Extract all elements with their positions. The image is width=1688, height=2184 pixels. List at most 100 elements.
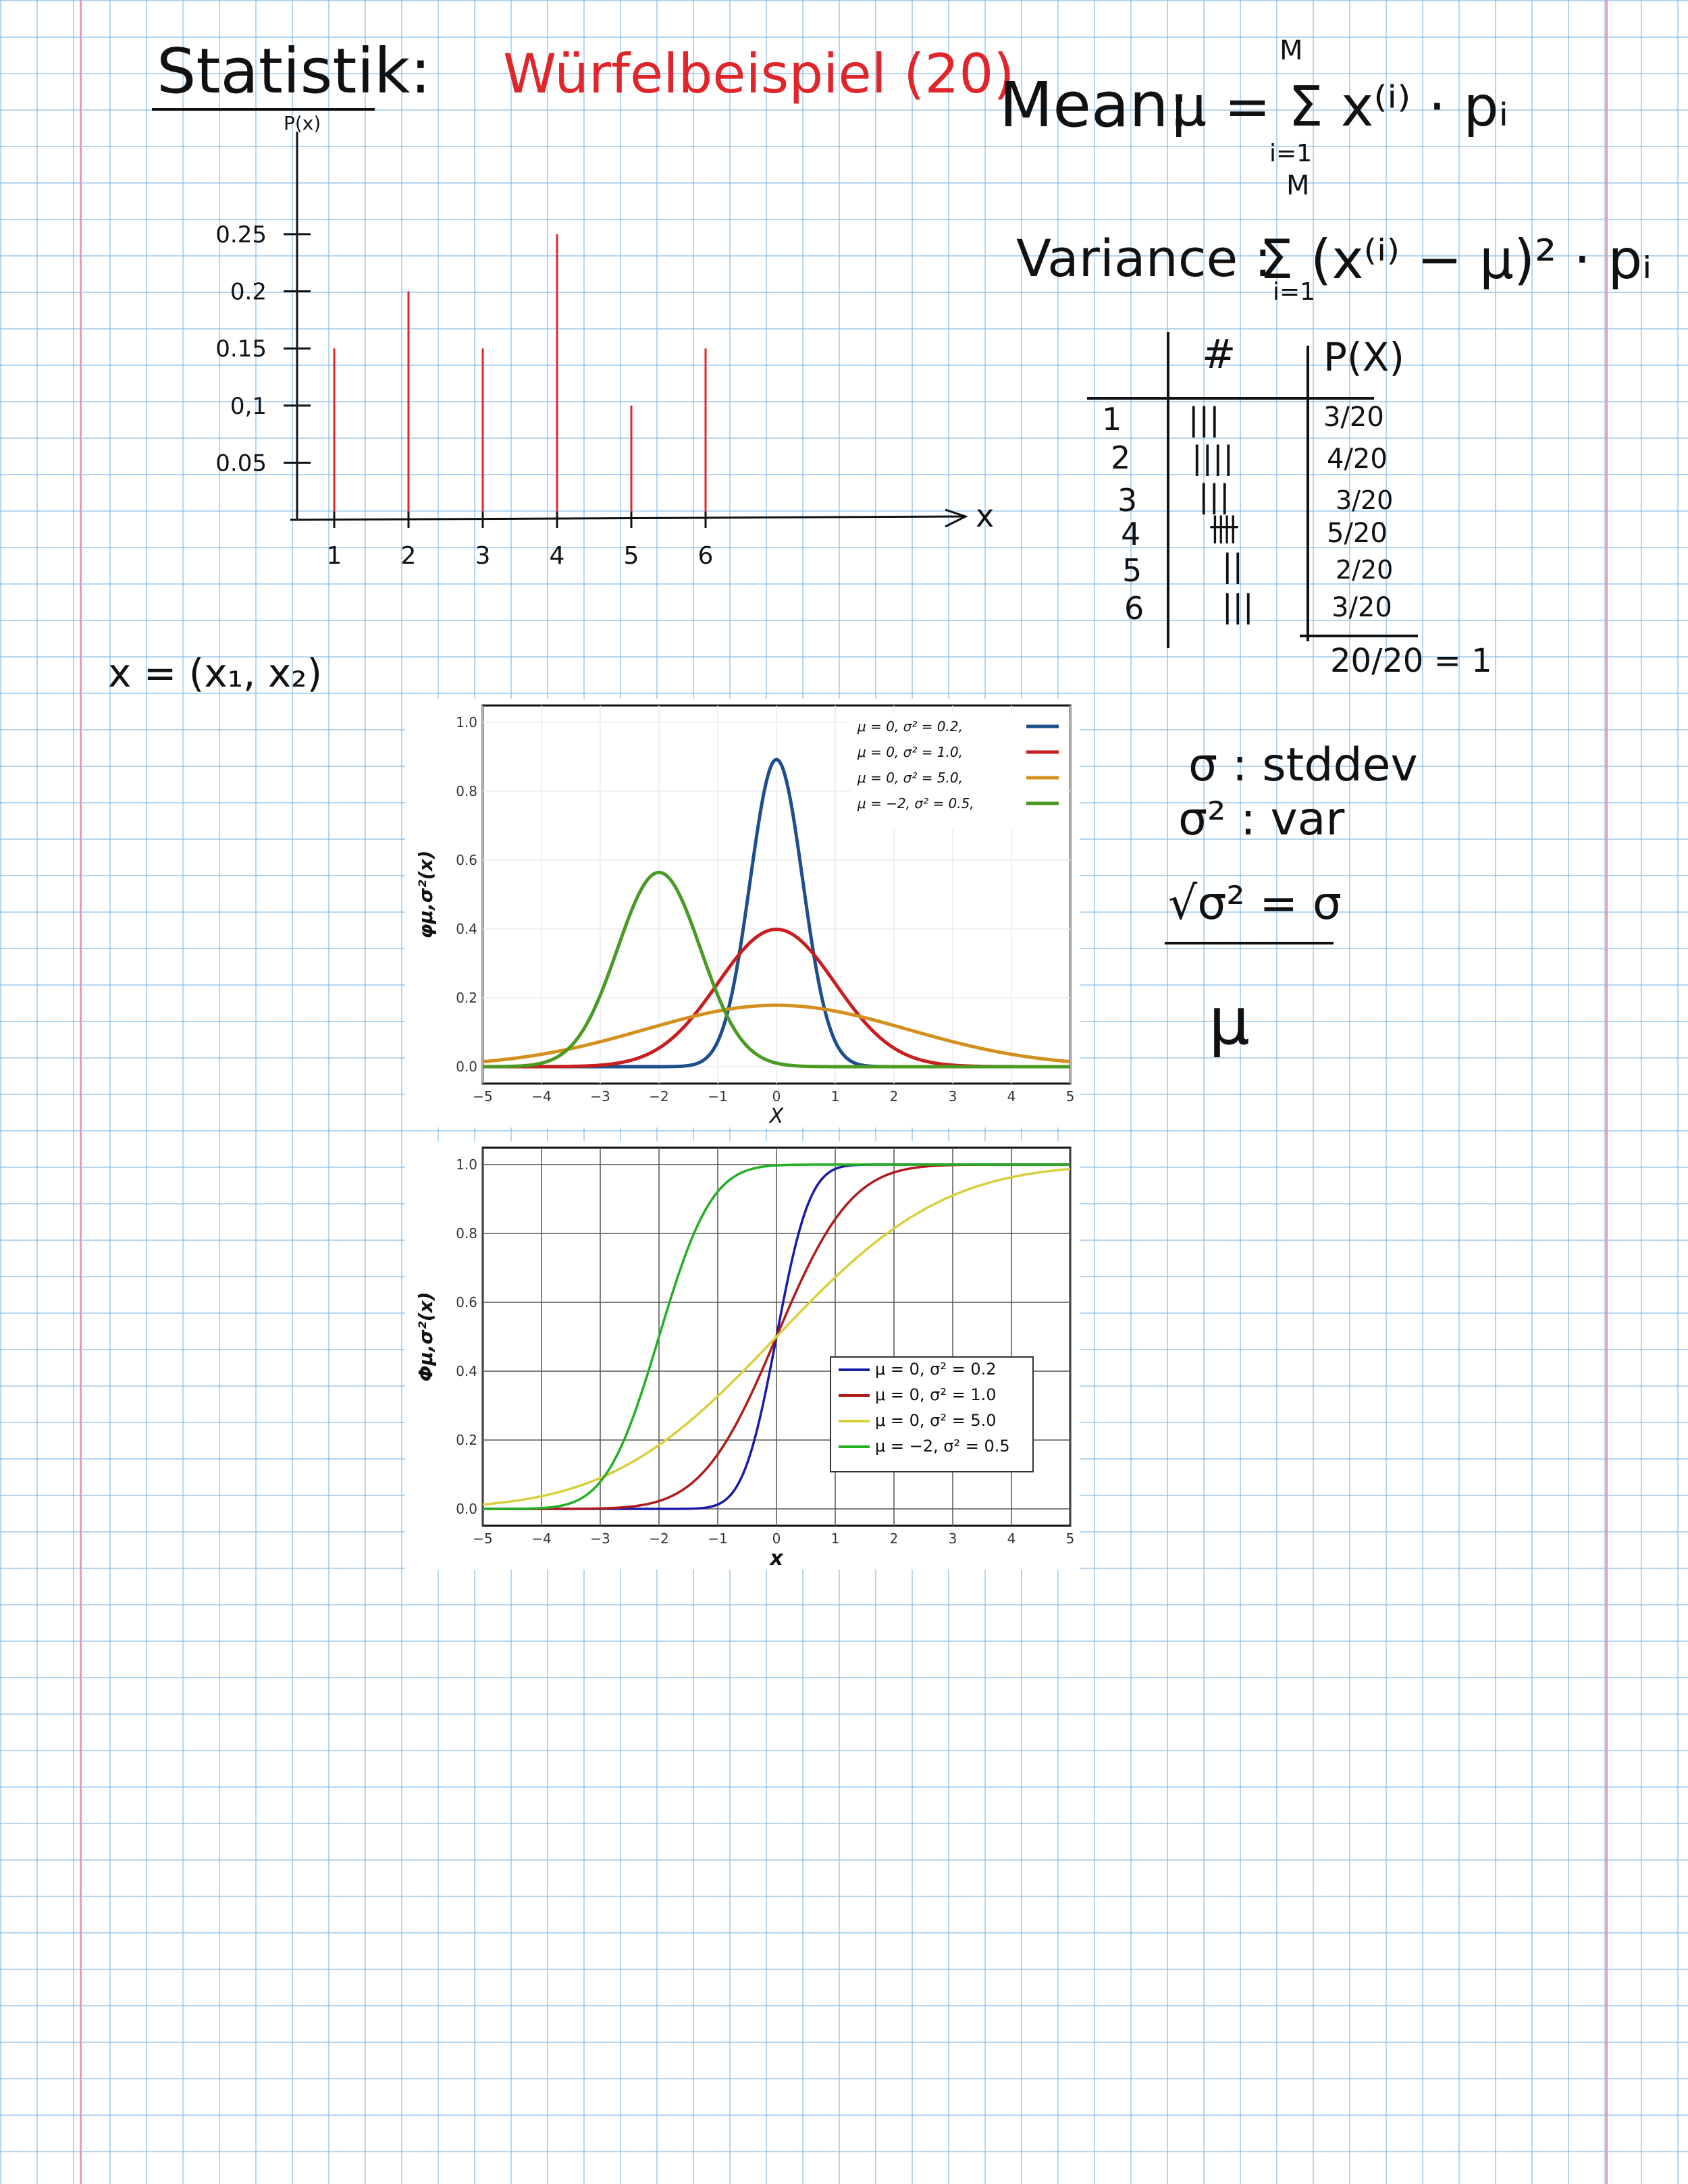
x-tick-label: −4: [531, 1530, 551, 1547]
y-tick-label: 0.6: [456, 852, 477, 868]
y-tick-label: 0.2: [456, 1432, 477, 1448]
x-tick-label: 1: [831, 1530, 840, 1547]
table-row-p: 4/20: [1327, 444, 1388, 475]
variance-label: Variance :: [1016, 228, 1272, 288]
sigma-definition: σ : stddev: [1188, 739, 1418, 792]
table-row-tally: |||: [1188, 401, 1220, 437]
legend-box: [850, 713, 1067, 829]
table-row-tally: |||: [1198, 478, 1230, 514]
y-tick-label: 0.8: [456, 783, 477, 799]
table-row-tally: |||: [1222, 588, 1254, 624]
x-tick-label: −2: [649, 1088, 668, 1104]
x-tick-label: 1: [327, 542, 342, 570]
y-tick-label: 0,1: [230, 393, 267, 420]
table-row-x: 3: [1117, 482, 1138, 518]
legend-label: μ = 0, σ² = 0.2: [875, 1360, 997, 1379]
y-tick-label: 0.2: [230, 279, 267, 306]
table-row-p: 2/20: [1336, 555, 1394, 585]
y-tick-label: 0.4: [456, 921, 477, 937]
legend-box: [830, 1356, 1034, 1472]
left-margin-line: [80, 0, 82, 2184]
y-tick-label: 1.0: [456, 1156, 477, 1173]
table-vline-1: [1167, 332, 1169, 648]
table-hline: [1087, 397, 1374, 400]
legend-label: μ = 0, σ² = 5.0,: [857, 770, 963, 786]
y-tick-label: 0.2: [456, 990, 477, 1006]
x-tick-label: −1: [708, 1530, 727, 1547]
variance-sum-upper: M: [1286, 170, 1310, 201]
x-axis-label: X: [768, 1104, 785, 1127]
x-axis: [290, 515, 966, 521]
mean-sum-lower: i=1: [1269, 140, 1313, 167]
sigma2-definition: σ² : var: [1178, 793, 1345, 846]
table-row-tally: 卌: [1209, 512, 1240, 548]
legend-label: μ = −2, σ² = 0.5: [875, 1437, 1010, 1456]
x-tick-label: 3: [949, 1530, 957, 1547]
x-tick-label: −2: [649, 1530, 668, 1547]
table-row-p: 3/20: [1331, 592, 1392, 623]
y-tick-label: 0.0: [456, 1059, 477, 1075]
legend-label: μ = 0, σ² = 0.2,: [857, 718, 963, 735]
sqrt-rule-underline: [1165, 942, 1334, 944]
x-tick-label: 6: [698, 542, 714, 570]
title-underline: [152, 108, 375, 111]
table-row-p: 3/20: [1336, 485, 1394, 515]
die-probability-chart: x P(x) 0.05 0,1 0.15 0.2 0.25 1 2 3 4 5 6: [215, 115, 994, 570]
x-tick-label: 1: [831, 1088, 840, 1104]
legend-label: μ = 0, σ² = 1.0: [875, 1385, 997, 1404]
notes-title: Statistik:: [157, 35, 431, 107]
example-title: Würfelbeispiel (20): [503, 43, 1015, 105]
table-row-x: 5: [1122, 552, 1142, 589]
y-tick-label: 0.15: [215, 336, 267, 363]
y-tick-label: 0.4: [456, 1363, 477, 1379]
y-tick-label: 0.8: [456, 1225, 477, 1242]
series-line: [483, 1163, 1070, 1510]
mean-label: Mean:: [999, 69, 1190, 141]
table-row-x: 1: [1102, 401, 1122, 437]
y-tick-label: 0.25: [215, 221, 267, 248]
table-total: 20/20 = 1: [1330, 642, 1492, 680]
legend-label: μ = 0, σ² = 5.0: [875, 1411, 997, 1430]
x-tick-label: 4: [1007, 1530, 1016, 1547]
series-line: [483, 870, 1070, 1069]
y-axis-label: P(x): [284, 115, 321, 134]
x-tick-label: 3: [949, 1088, 957, 1104]
x-tick-label: 4: [1007, 1088, 1016, 1104]
x-tick-label: 5: [1066, 1530, 1075, 1547]
table-row-x: 4: [1121, 516, 1141, 552]
table-header-count: #: [1202, 331, 1236, 378]
x-axis-arrow: [945, 508, 968, 528]
x-tick-label: −1: [708, 1088, 727, 1104]
table-header-prob: P(X): [1323, 334, 1404, 380]
y-tick-label: 0.6: [456, 1294, 477, 1310]
table-row-p: 5/20: [1327, 518, 1388, 549]
variance-formula: Σ (x⁽ⁱ⁾ − μ)² · pᵢ: [1259, 228, 1652, 291]
y-axis-label: Φμ,σ²(x): [415, 1292, 437, 1382]
vector-notation: x = (x₁, x₂): [108, 650, 323, 696]
x-tick-label: 0: [772, 1088, 781, 1104]
x-tick-label: −4: [531, 1088, 551, 1104]
x-tick-label: 4: [550, 542, 565, 570]
table-row-x: 2: [1111, 440, 1131, 476]
mu-symbol: μ: [1209, 984, 1250, 1059]
x-tick-label: −3: [590, 1530, 610, 1547]
x-axis-label: x: [768, 1547, 784, 1570]
x-tick-label: −5: [473, 1088, 492, 1104]
x-tick-label: 3: [475, 542, 491, 570]
table-row-tally: ||: [1222, 548, 1243, 584]
mean-formula: μ = Σ x⁽ⁱ⁾ · pᵢ: [1171, 75, 1509, 139]
right-margin-line: [1606, 0, 1608, 2184]
x-axis-label: x: [976, 498, 994, 534]
series-line: [482, 1167, 1071, 1506]
legend-label: μ = −2, σ² = 0.5,: [857, 795, 974, 811]
x-tick-label: 5: [624, 542, 639, 570]
table-row-tally: ||||: [1192, 440, 1234, 476]
x-tick-label: 5: [1066, 1088, 1075, 1104]
x-tick-label: −5: [473, 1530, 492, 1547]
variance-sum-lower: i=1: [1273, 278, 1316, 306]
y-tick-label: 0.05: [215, 450, 267, 477]
sqrt-rule: √σ² = σ: [1168, 877, 1342, 930]
legend-label: μ = 0, σ² = 1.0,: [857, 744, 963, 760]
y-tick-label: 0.0: [456, 1501, 477, 1517]
